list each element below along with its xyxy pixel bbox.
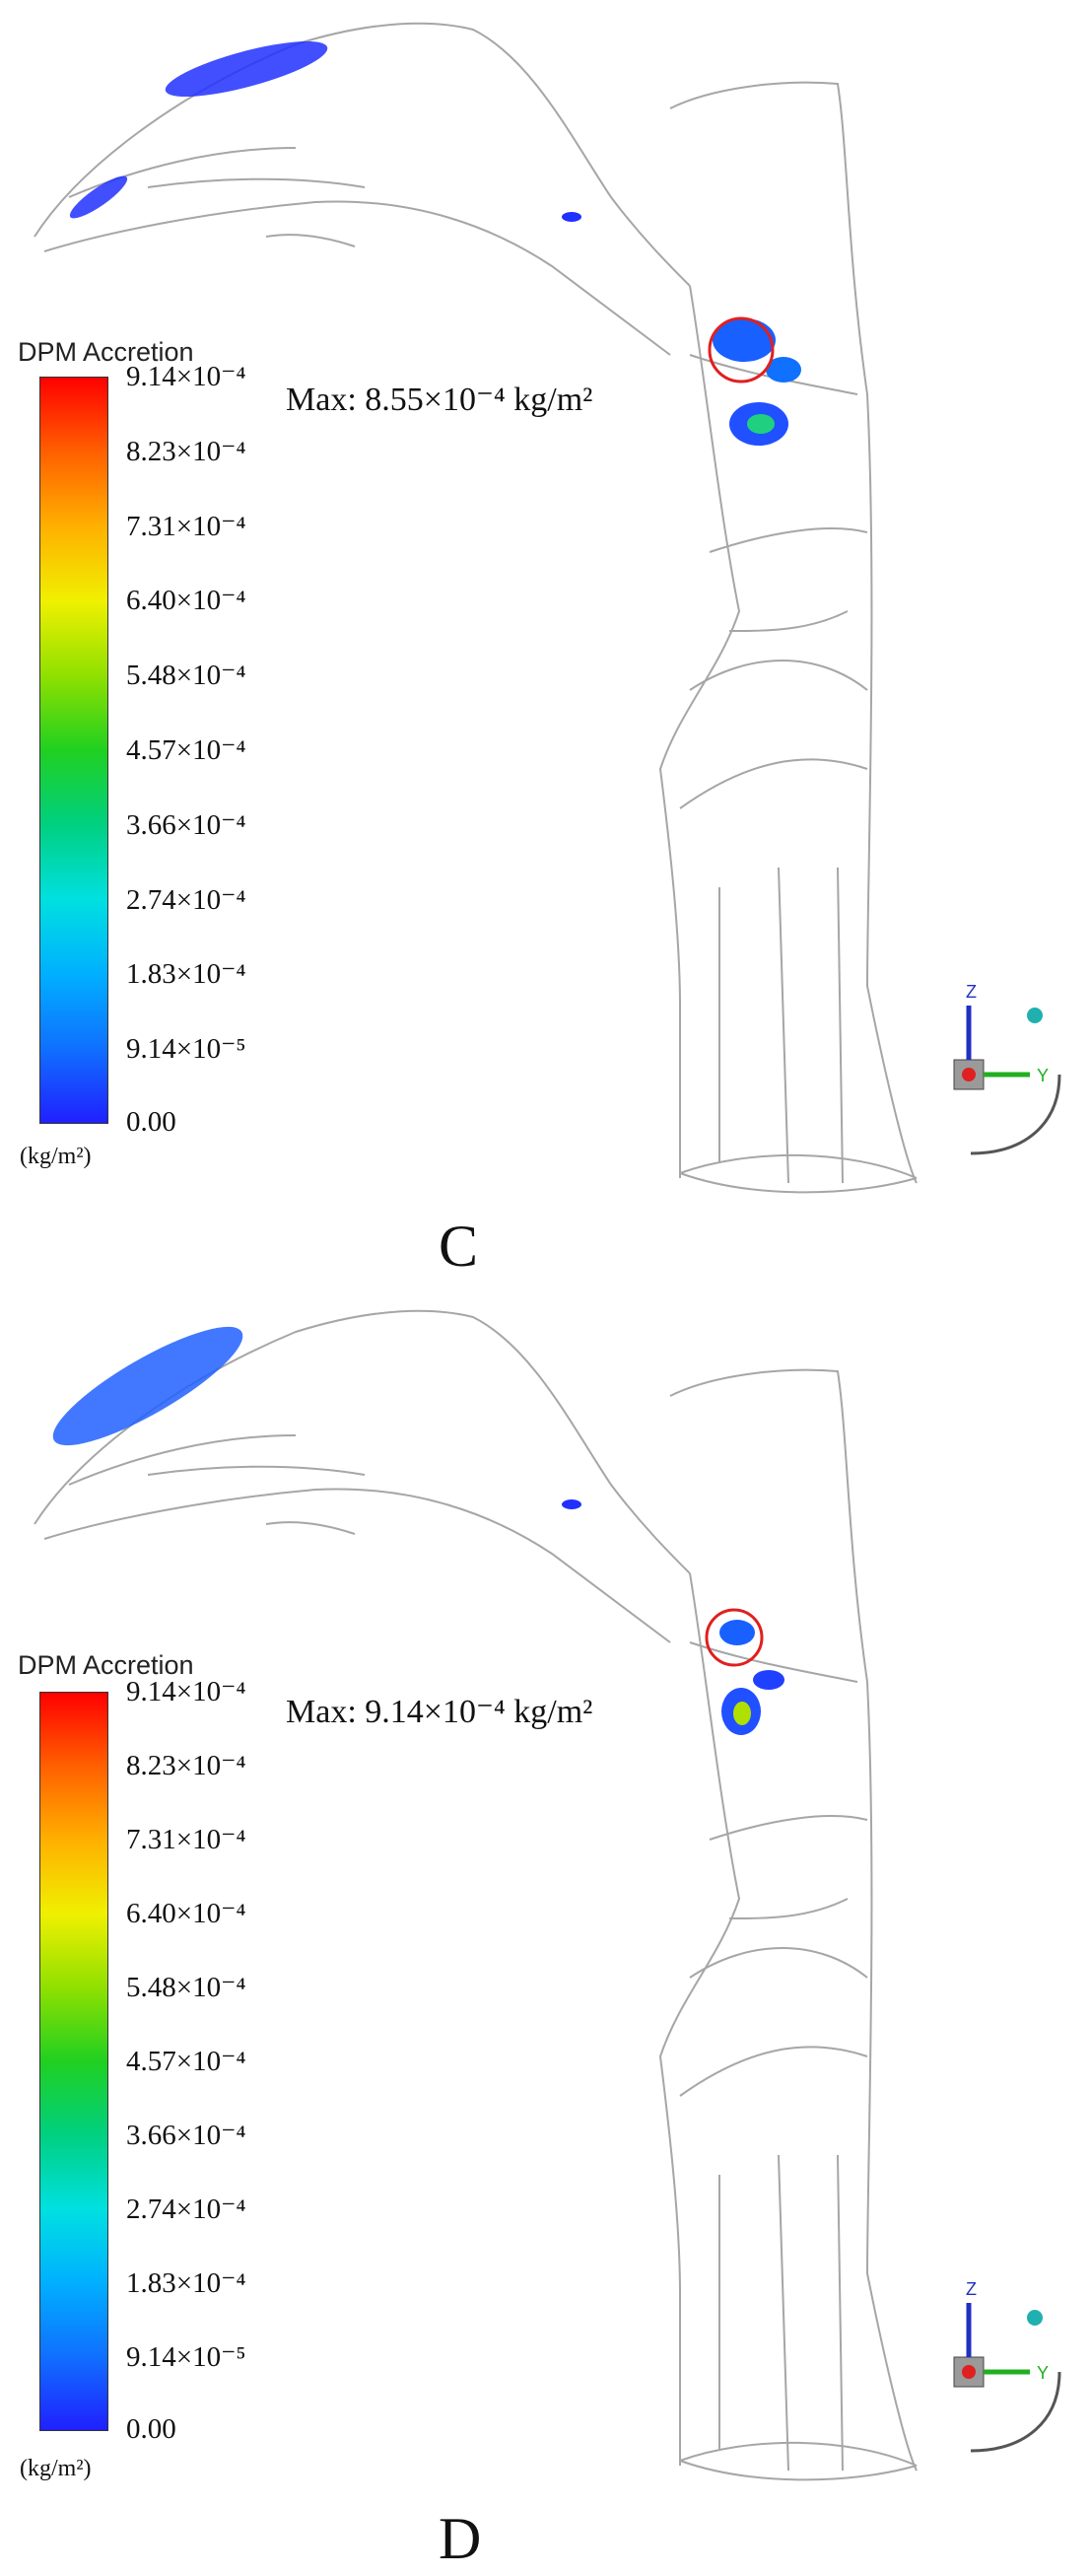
colorbar-tick: 8.23×10⁻⁴ bbox=[126, 435, 246, 467]
max-label: Max: 8.55×10⁻⁴ kg/m² bbox=[286, 382, 593, 418]
axes-triad-icon bbox=[953, 2303, 1061, 2453]
colorbar-unit: (kg/m²) bbox=[20, 2456, 92, 2481]
airway-model-c bbox=[34, 22, 1061, 1194]
colorbar-tick: 2.74×10⁻⁴ bbox=[126, 2193, 246, 2225]
axes-triad-icon bbox=[953, 1006, 1061, 1155]
axis-y-label: Y bbox=[1037, 1066, 1049, 1085]
colorbar-tick: 0.00 bbox=[126, 2413, 176, 2445]
colorbar-tick: 1.83×10⁻⁴ bbox=[126, 2267, 246, 2299]
axes-labels-d: Z Y bbox=[966, 2279, 1049, 2383]
panel-letter: D bbox=[439, 2506, 482, 2571]
panel-letter: C bbox=[439, 1214, 479, 1279]
colorbar-tick: 6.40×10⁻⁴ bbox=[126, 1898, 246, 1929]
colorbar-tick: 6.40×10⁻⁴ bbox=[126, 585, 246, 617]
colorbar-tick: 4.57×10⁻⁴ bbox=[126, 734, 246, 766]
axis-z-label: Z bbox=[966, 982, 977, 1002]
colorbar-title: DPM Accretion bbox=[18, 337, 194, 367]
panel-c: DPM Accretion 9.14×10⁻⁴ 8.23×10⁻⁴ 7.31×10⁻… bbox=[18, 22, 1061, 1279]
colorbar-tick: 3.66×10⁻⁴ bbox=[126, 2120, 246, 2151]
axis-y-label: Y bbox=[1037, 2363, 1049, 2383]
colorbar-tick: 4.57×10⁻⁴ bbox=[126, 2046, 246, 2077]
colorbar-tick: 5.48×10⁻⁴ bbox=[126, 660, 246, 692]
colorbar-tick: 2.74×10⁻⁴ bbox=[126, 883, 246, 916]
colorbar-unit: (kg/m²) bbox=[20, 1144, 92, 1169]
colorbar-title: DPM Accretion bbox=[18, 1650, 194, 1680]
colorbar bbox=[39, 1692, 108, 2431]
colorbar-tick: 9.14×10⁻⁵ bbox=[126, 2341, 246, 2373]
axis-z-label: Z bbox=[966, 2279, 977, 2299]
max-label: Max: 9.14×10⁻⁴ kg/m² bbox=[286, 1694, 593, 1730]
colorbar-tick: 9.14×10⁻⁵ bbox=[126, 1033, 246, 1066]
colorbar-tick: 7.31×10⁻⁴ bbox=[126, 510, 246, 542]
colorbar-tick: 1.83×10⁻⁴ bbox=[126, 958, 246, 991]
axes-labels-c: Z Y bbox=[966, 982, 1049, 1085]
colorbar-tick: 5.48×10⁻⁴ bbox=[126, 1972, 246, 2003]
colorbar-tick: 7.31×10⁻⁴ bbox=[126, 1824, 246, 1855]
panel-d: DPM Accretion 9.14×10⁻⁴ 8.23×10⁻⁴ 7.31×10⁻… bbox=[0, 1288, 1090, 2575]
max-location-circle bbox=[708, 316, 775, 383]
colorbar-tick: 9.14×10⁻⁴ bbox=[126, 361, 246, 392]
colorbar-tick: 8.23×10⁻⁴ bbox=[126, 1750, 246, 1781]
airway-model-d bbox=[34, 1309, 1061, 2481]
colorbar-tick: 9.14×10⁻⁴ bbox=[126, 1676, 246, 1707]
max-location-circle bbox=[705, 1608, 764, 1667]
colorbar bbox=[39, 377, 108, 1124]
colorbar-tick: 3.66×10⁻⁴ bbox=[126, 808, 246, 841]
colorbar-tick: 0.00 bbox=[126, 1106, 176, 1138]
